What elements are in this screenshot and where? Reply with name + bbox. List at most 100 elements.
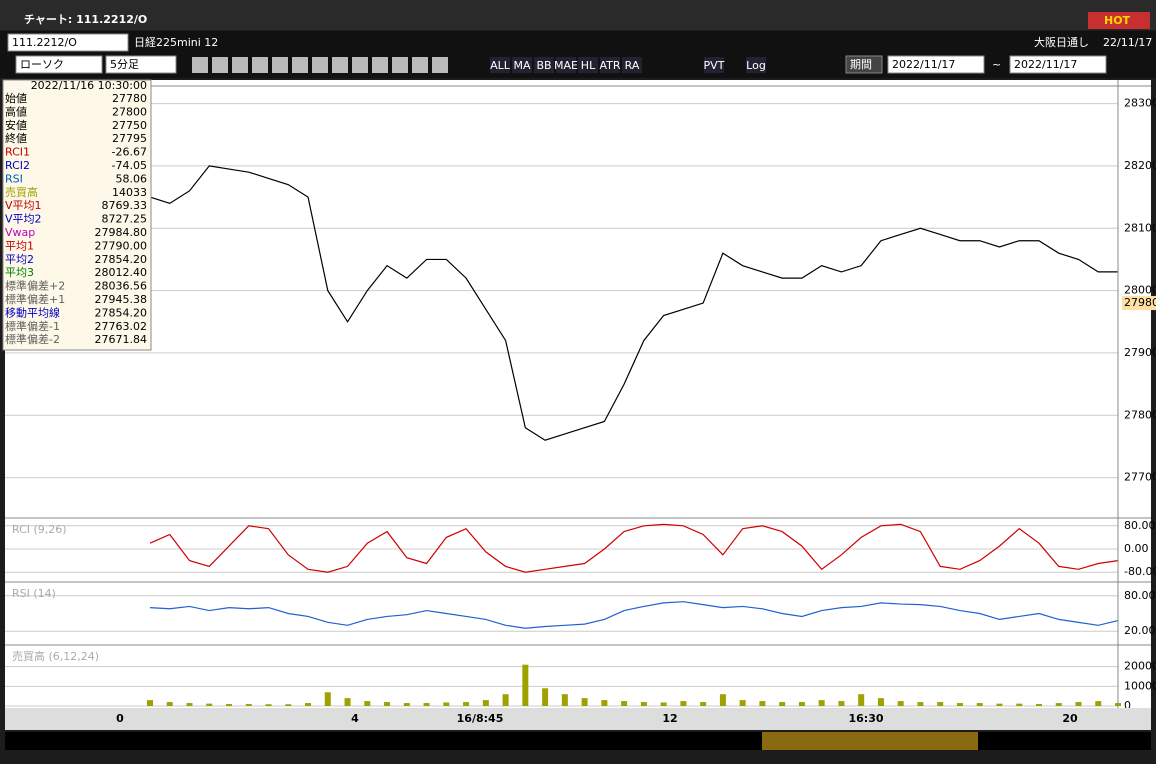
tool-icon[interactable] [292, 57, 308, 73]
info-label: 始値 [5, 91, 27, 105]
volume-bar [482, 700, 489, 706]
info-label: Vwap [5, 226, 35, 239]
tool-button[interactable] [490, 57, 510, 73]
scroll-thumb[interactable] [762, 732, 978, 750]
field[interactable] [887, 55, 985, 74]
info-value: 8769.33 [102, 199, 148, 212]
tool-button[interactable] [746, 57, 766, 73]
info-label: 売買高 [5, 185, 38, 199]
y-tick-label: -80.00 [1124, 565, 1156, 578]
tool-icon[interactable] [312, 57, 328, 73]
market: 大阪日通し [1034, 35, 1089, 49]
info-value: 28012.40 [95, 266, 148, 279]
tool-button-label: Log [746, 59, 766, 72]
volume-bar [522, 664, 529, 706]
info-value: 8727.25 [102, 213, 148, 226]
volume-bar [245, 704, 252, 706]
volume-bar [660, 702, 667, 706]
tool-button[interactable] [512, 57, 532, 73]
info-label: RCI2 [5, 159, 30, 172]
y-tick-label: 28100 [1124, 221, 1156, 234]
info-datetime: 2022/11/16 10:30:00 [31, 79, 147, 92]
tool-icon[interactable] [332, 57, 348, 73]
tool-icon[interactable] [372, 57, 388, 73]
y-tick-label: 0 [1124, 699, 1131, 712]
y-tick-label: 28300 [1124, 97, 1156, 110]
tool-button[interactable] [534, 57, 554, 73]
volume-bar [798, 702, 805, 706]
field-text: 5分足 [110, 58, 139, 71]
volume-bar [621, 701, 628, 706]
tool-icon[interactable] [352, 57, 368, 73]
tool-button[interactable] [556, 57, 576, 73]
field[interactable] [105, 55, 177, 74]
y-tick-label: 10000 [1124, 679, 1156, 692]
tool-icon[interactable] [412, 57, 428, 73]
tool-button[interactable] [704, 57, 724, 73]
volume-bar [186, 703, 193, 706]
plot-bg [5, 80, 1151, 710]
field[interactable] [1009, 55, 1107, 74]
volume-bar [680, 701, 687, 706]
info-value: 27800 [112, 105, 147, 118]
tool-icon[interactable] [272, 57, 288, 73]
volume-bar [877, 698, 884, 706]
tool-icon[interactable] [192, 57, 208, 73]
symbol-name: 日経225mini 12 [134, 36, 218, 49]
current-price-box [1122, 296, 1156, 311]
field[interactable] [845, 55, 883, 74]
info-value: 27854.20 [95, 306, 148, 319]
info-value: 27795 [112, 132, 147, 145]
tool-button[interactable] [600, 57, 620, 73]
info-value: 27763.02 [95, 320, 148, 333]
volume-bar [1075, 702, 1082, 706]
info-value: 27671.84 [95, 333, 148, 346]
info-label: 終値 [5, 131, 27, 145]
volume-bar [443, 702, 450, 706]
hot-button[interactable] [1088, 12, 1150, 29]
y-tick-label: 20000 [1124, 660, 1156, 673]
tool-button-label: RA [625, 59, 640, 72]
field-text: ローソク [20, 58, 64, 71]
tool-button[interactable] [578, 57, 598, 73]
tool-button-label: ALL [490, 59, 511, 72]
x-tick-label: 4 [351, 712, 359, 725]
scroll-track[interactable] [5, 732, 1151, 750]
field[interactable] [15, 55, 103, 74]
volume-bar [1016, 703, 1023, 706]
volume-bar [324, 692, 331, 706]
volume-bar [601, 700, 608, 706]
info-value: 27945.38 [95, 293, 148, 306]
info-label: RSI [5, 172, 23, 185]
volume-bar [897, 701, 904, 706]
x-tick-label: 12 [662, 712, 677, 725]
volume-bar [1055, 703, 1062, 706]
y-tick-label: 28000 [1124, 284, 1156, 297]
tool-icon[interactable] [252, 57, 268, 73]
tool-button-label: MA [513, 59, 530, 72]
field[interactable] [7, 33, 129, 52]
y-tick-label: 0.00 [1124, 542, 1149, 555]
volume-bar [226, 704, 233, 706]
panel-title: 売買高 (6,12,24) [12, 649, 99, 663]
volume-bar [956, 703, 963, 706]
info-panel [2, 79, 152, 351]
tool-icon[interactable] [432, 57, 448, 73]
tool-button-label: HL [581, 59, 596, 72]
info-value: 14033 [112, 186, 147, 199]
volume-bar [719, 694, 726, 706]
tool-icon[interactable] [212, 57, 228, 73]
field-text: 111.2212/O [12, 36, 77, 49]
volume-bar [364, 701, 371, 706]
tool-icon[interactable] [392, 57, 408, 73]
tool-icon[interactable] [232, 57, 248, 73]
y-tick-label: 80.00 [1124, 589, 1156, 602]
hot-label: HOT [1104, 14, 1131, 27]
volume-bar [739, 700, 746, 706]
tool-button[interactable] [622, 57, 642, 73]
volume-bar [640, 702, 647, 706]
volume-bar [166, 702, 173, 706]
tool-button-label: BB [536, 59, 551, 72]
volume-bar [285, 704, 292, 706]
info-value: 28036.56 [95, 280, 148, 293]
